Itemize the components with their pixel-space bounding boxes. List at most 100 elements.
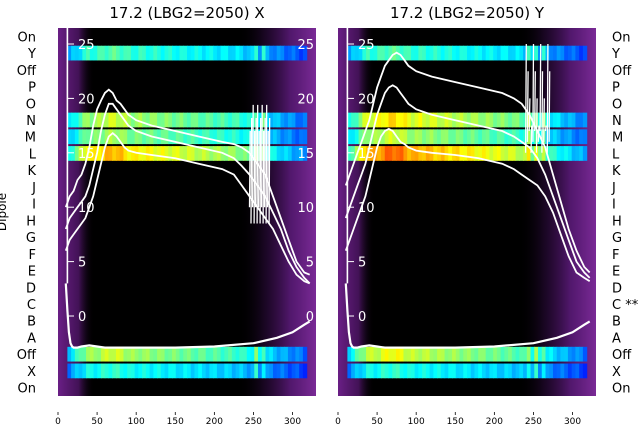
heat-cell [302, 45, 308, 61]
heat-cell [582, 129, 588, 145]
heat-cell [579, 346, 584, 362]
heat-cell [403, 45, 408, 61]
heat-cell [291, 363, 297, 379]
heat-cell [545, 363, 550, 379]
heat-cell [67, 112, 72, 128]
heat-cell [201, 112, 207, 128]
heat-cell [258, 346, 263, 362]
heat-cell [280, 112, 285, 128]
row-label: On [18, 30, 36, 45]
heat-cell [511, 346, 517, 362]
heat-cell [429, 346, 434, 362]
heat-cell [190, 45, 196, 61]
heat-cell [145, 129, 151, 145]
heat-cell [157, 129, 162, 145]
heat-cell [538, 346, 543, 362]
y-axis-label: Dipole [0, 193, 9, 231]
heat-cell [448, 45, 453, 61]
heat-cell [425, 363, 431, 379]
heat-cell [108, 112, 113, 128]
heat-cell [571, 346, 577, 362]
heat-cell [519, 129, 524, 145]
heat-cell [478, 129, 483, 145]
heat-cell [489, 112, 494, 128]
heat-cell [526, 45, 532, 61]
heat-cell [530, 45, 535, 61]
heat-cell [425, 346, 431, 362]
heat-cell [172, 45, 177, 61]
heat-cell [71, 129, 76, 145]
heat-cell [209, 363, 214, 379]
heat-cell [112, 129, 117, 145]
heat-cell [478, 45, 483, 61]
heat-cell [564, 129, 569, 145]
heat-cell [564, 363, 569, 379]
heat-cell [392, 112, 397, 128]
heat-cell [564, 112, 569, 128]
heat-cell [97, 112, 102, 128]
heat-cell [422, 363, 427, 379]
heat-cell [459, 112, 464, 128]
heat-cell [552, 45, 558, 61]
heat-cell [478, 346, 483, 362]
row-label: J [611, 181, 616, 196]
heat-cell [145, 112, 151, 128]
heat-cell [78, 45, 83, 61]
heat-cell [418, 129, 423, 145]
heat-cell [160, 129, 166, 145]
heat-cell [78, 129, 83, 145]
heat-cell [351, 146, 356, 161]
heat-cell [220, 129, 225, 145]
heat-cell [179, 45, 184, 61]
heat-cell [407, 146, 412, 161]
heat-cell [534, 346, 539, 362]
heat-cell [500, 146, 505, 161]
heat-cell [168, 346, 173, 362]
heat-cell [115, 363, 121, 379]
heat-cell [115, 112, 121, 128]
row-label: F [612, 248, 619, 263]
overlay-tick-label-right: 15 [297, 147, 314, 162]
heat-cell [164, 112, 169, 128]
heat-cell [467, 129, 472, 145]
heat-cell [295, 346, 300, 362]
heat-cell [228, 346, 233, 362]
heat-cell [209, 129, 214, 145]
row-label: O [26, 97, 36, 112]
heat-cell [216, 346, 222, 362]
x-tick-label: 250 [525, 417, 542, 427]
heat-cell [145, 346, 151, 362]
x-tick-label: 250 [245, 417, 262, 427]
heat-cell [493, 112, 498, 128]
heat-cell [366, 112, 371, 128]
heat-cell [269, 129, 274, 145]
heat-cell [534, 146, 539, 161]
heat-cell [119, 363, 125, 379]
x-tick-label: 0 [335, 417, 341, 427]
heat-cell [97, 146, 102, 161]
heat-cell [549, 45, 554, 61]
heat-cell [567, 363, 573, 379]
heat-cell [254, 346, 259, 362]
row-label: L [29, 147, 37, 162]
heat-cell [526, 146, 532, 161]
heat-cell [496, 363, 502, 379]
heat-cell [448, 146, 453, 161]
row-label: P [612, 81, 620, 96]
heat-cell [231, 346, 237, 362]
heat-cell [235, 346, 240, 362]
heat-cell [407, 346, 412, 362]
heat-cell [228, 363, 233, 379]
heat-cell [228, 146, 233, 161]
heat-cell [231, 45, 237, 61]
heat-cell [354, 363, 360, 379]
heat-cell [425, 112, 431, 128]
heat-cell [86, 346, 91, 362]
heat-cell [183, 45, 188, 61]
heat-cell [183, 129, 188, 145]
heat-cell [101, 363, 106, 379]
heat-cell [284, 346, 289, 362]
heat-cell [474, 45, 479, 61]
heat-cell [239, 363, 244, 379]
heat-cell [429, 363, 434, 379]
